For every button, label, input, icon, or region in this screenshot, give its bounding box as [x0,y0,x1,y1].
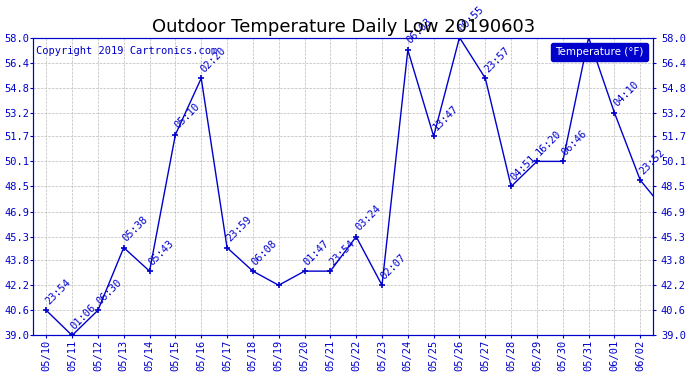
Text: 00:55: 00:55 [457,4,486,33]
Title: Outdoor Temperature Daily Low 20190603: Outdoor Temperature Daily Low 20190603 [152,18,535,36]
Text: 04:51: 04:51 [509,153,538,182]
Text: 06:03: 06:03 [405,17,434,46]
Text: 02:20: 02:20 [198,45,228,74]
Text: 23:59: 23:59 [224,214,253,243]
Text: 06:46: 06:46 [560,128,589,157]
Text: 03:24: 03:24 [353,203,382,232]
Text: 05:10: 05:10 [172,101,201,130]
Text: 01:47: 01:47 [302,238,331,267]
Legend: Temperature (°F): Temperature (°F) [551,43,648,61]
Text: 05:43: 05:43 [147,238,176,267]
Text: 23:52: 23:52 [638,147,667,176]
Text: 23:57: 23:57 [482,45,511,74]
Text: Copyright 2019 Cartronics.com: Copyright 2019 Cartronics.com [37,46,217,57]
Text: 03:28: 03:28 [0,374,1,375]
Text: 23:54: 23:54 [43,277,72,306]
Text: 06:08: 06:08 [250,238,279,267]
Text: 23:54: 23:54 [328,238,357,267]
Text: 13:47: 13:47 [431,103,460,132]
Text: 04:10: 04:10 [611,80,641,109]
Text: 02:07: 02:07 [379,252,408,281]
Text: 05:38: 05:38 [121,214,150,243]
Text: 06:30: 06:30 [95,277,124,306]
Text: 16:20: 16:20 [534,128,563,157]
Text: 01:06: 01:06 [69,302,99,331]
